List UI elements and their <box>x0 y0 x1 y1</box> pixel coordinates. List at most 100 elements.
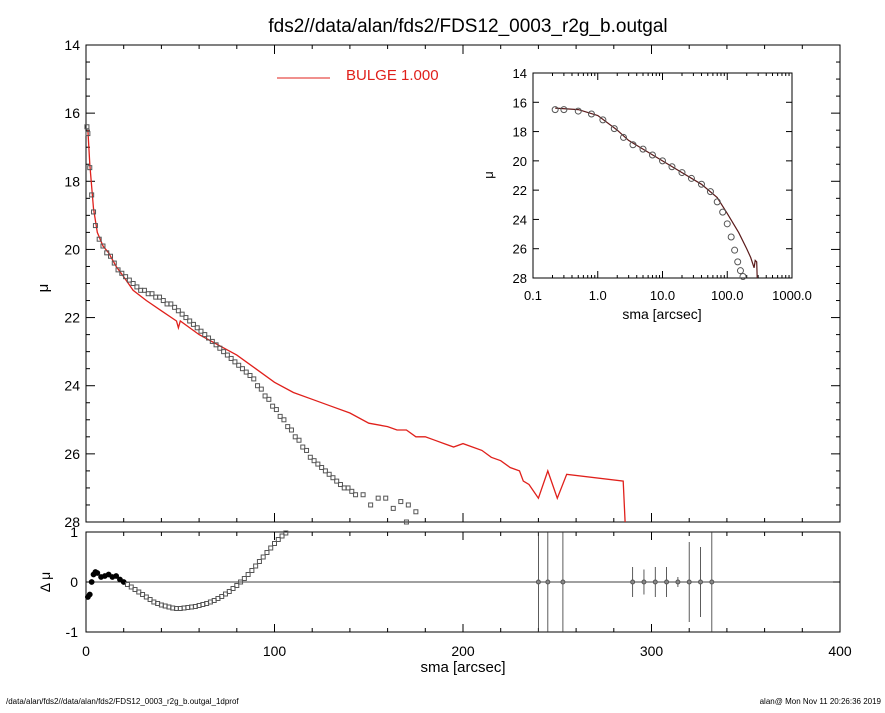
residual-point <box>94 570 101 576</box>
data-point <box>206 335 212 341</box>
data-point <box>247 372 253 378</box>
data-point <box>330 475 336 481</box>
data-point <box>315 461 321 467</box>
inset-observed-series <box>551 106 747 281</box>
x-tick-label: 300 <box>640 643 664 659</box>
data-point <box>262 393 268 399</box>
inset-data-point <box>736 267 744 275</box>
data-point <box>228 355 234 361</box>
data-point <box>92 223 98 229</box>
inset-x-ticks: 0.1 1.0 10.0 100.0 1000.0 <box>524 73 812 303</box>
bulge-model-line <box>87 130 626 523</box>
x-tick-label: 200 <box>451 643 475 659</box>
inset-data-point <box>739 273 747 281</box>
inset-data-point <box>713 198 721 206</box>
data-point <box>368 502 374 508</box>
y-tick-label: 18 <box>64 173 80 189</box>
x-tick-label: 10.0 <box>650 288 675 303</box>
y-tick-label: 16 <box>64 105 80 121</box>
residual-errorbars <box>535 532 715 632</box>
inset-data-point <box>629 141 637 149</box>
error-point <box>641 579 647 585</box>
data-point <box>89 192 95 198</box>
data-point <box>168 301 174 307</box>
data-point <box>221 349 227 355</box>
error-point <box>664 579 670 585</box>
residual-x-label: sma [arcsec] <box>420 659 505 676</box>
inset-data-point <box>574 107 582 115</box>
data-point <box>149 291 155 297</box>
x-tick-label: 100 <box>263 643 287 659</box>
error-point <box>675 579 681 585</box>
residual-x-ticks: 0 100 200 300 400 <box>82 532 852 659</box>
inset-data-point <box>639 145 647 153</box>
data-point <box>224 352 230 358</box>
data-point <box>91 209 97 215</box>
residual-point <box>272 541 277 546</box>
residual-point <box>234 583 240 588</box>
inset-model-series <box>555 107 758 279</box>
data-point <box>292 434 298 440</box>
data-point <box>172 304 178 310</box>
inset-data-point <box>731 246 739 254</box>
data-point <box>360 492 366 498</box>
residual-point <box>238 579 244 585</box>
data-point <box>390 505 396 511</box>
data-point <box>213 342 219 348</box>
data-point <box>337 482 343 488</box>
data-point <box>398 499 404 505</box>
inset-data-point <box>727 233 735 241</box>
residual-point <box>86 591 93 598</box>
x-tick-label: 0.1 <box>524 288 542 303</box>
inset-panel: 14 16 18 20 22 24 26 28 0.1 1.0 10.0 100.0 1000.0 μ… <box>481 66 812 322</box>
y-tick-label: 20 <box>64 241 80 257</box>
x-tick-label: 400 <box>828 643 852 659</box>
data-point <box>232 359 238 365</box>
main-panel: 14 16 18 20 22 24 26 28 μ BULGE 1.000 <box>35 37 841 530</box>
data-point <box>304 447 310 453</box>
data-point <box>273 407 279 413</box>
data-point <box>141 287 147 293</box>
data-point <box>126 277 132 283</box>
inset-data-point <box>610 125 618 133</box>
error-point <box>560 579 566 585</box>
inset-data-point <box>668 163 676 171</box>
data-point <box>349 488 355 494</box>
data-point <box>326 471 332 477</box>
main-x-ticks <box>85 45 841 522</box>
data-point <box>255 383 261 389</box>
data-point <box>383 495 389 501</box>
y-tick-label: 24 <box>513 212 527 227</box>
y-tick-label: 24 <box>64 378 80 394</box>
x-tick-label: 1.0 <box>589 288 607 303</box>
data-point <box>96 236 102 242</box>
y-tick-label: 22 <box>513 183 527 198</box>
data-point <box>87 165 93 171</box>
data-point <box>187 318 193 324</box>
residual-point <box>283 530 289 536</box>
footer-path: /data/alan/fds2//data/alan/fds2/FDS12_00… <box>6 697 239 706</box>
inset-data-point <box>599 116 607 124</box>
data-point <box>209 338 215 344</box>
inset-data-point <box>719 208 727 216</box>
data-point <box>119 270 125 276</box>
inset-data-point <box>734 258 742 266</box>
data-point <box>202 332 208 338</box>
data-point <box>115 267 121 273</box>
main-y-label: μ <box>35 284 52 293</box>
data-point <box>353 492 359 498</box>
residual-series <box>84 530 289 611</box>
x-tick-label: 0 <box>82 643 90 659</box>
data-point <box>190 321 196 327</box>
y-tick-label: 18 <box>513 125 527 140</box>
bulge-model-series <box>87 130 626 523</box>
inset-background <box>532 70 796 282</box>
inset-y-label: μ <box>481 171 496 179</box>
data-point <box>319 464 325 470</box>
data-point <box>413 509 419 515</box>
residual-point <box>268 545 274 551</box>
data-point <box>179 311 185 317</box>
error-point <box>535 579 541 585</box>
data-point <box>281 417 287 423</box>
data-point <box>175 308 181 314</box>
